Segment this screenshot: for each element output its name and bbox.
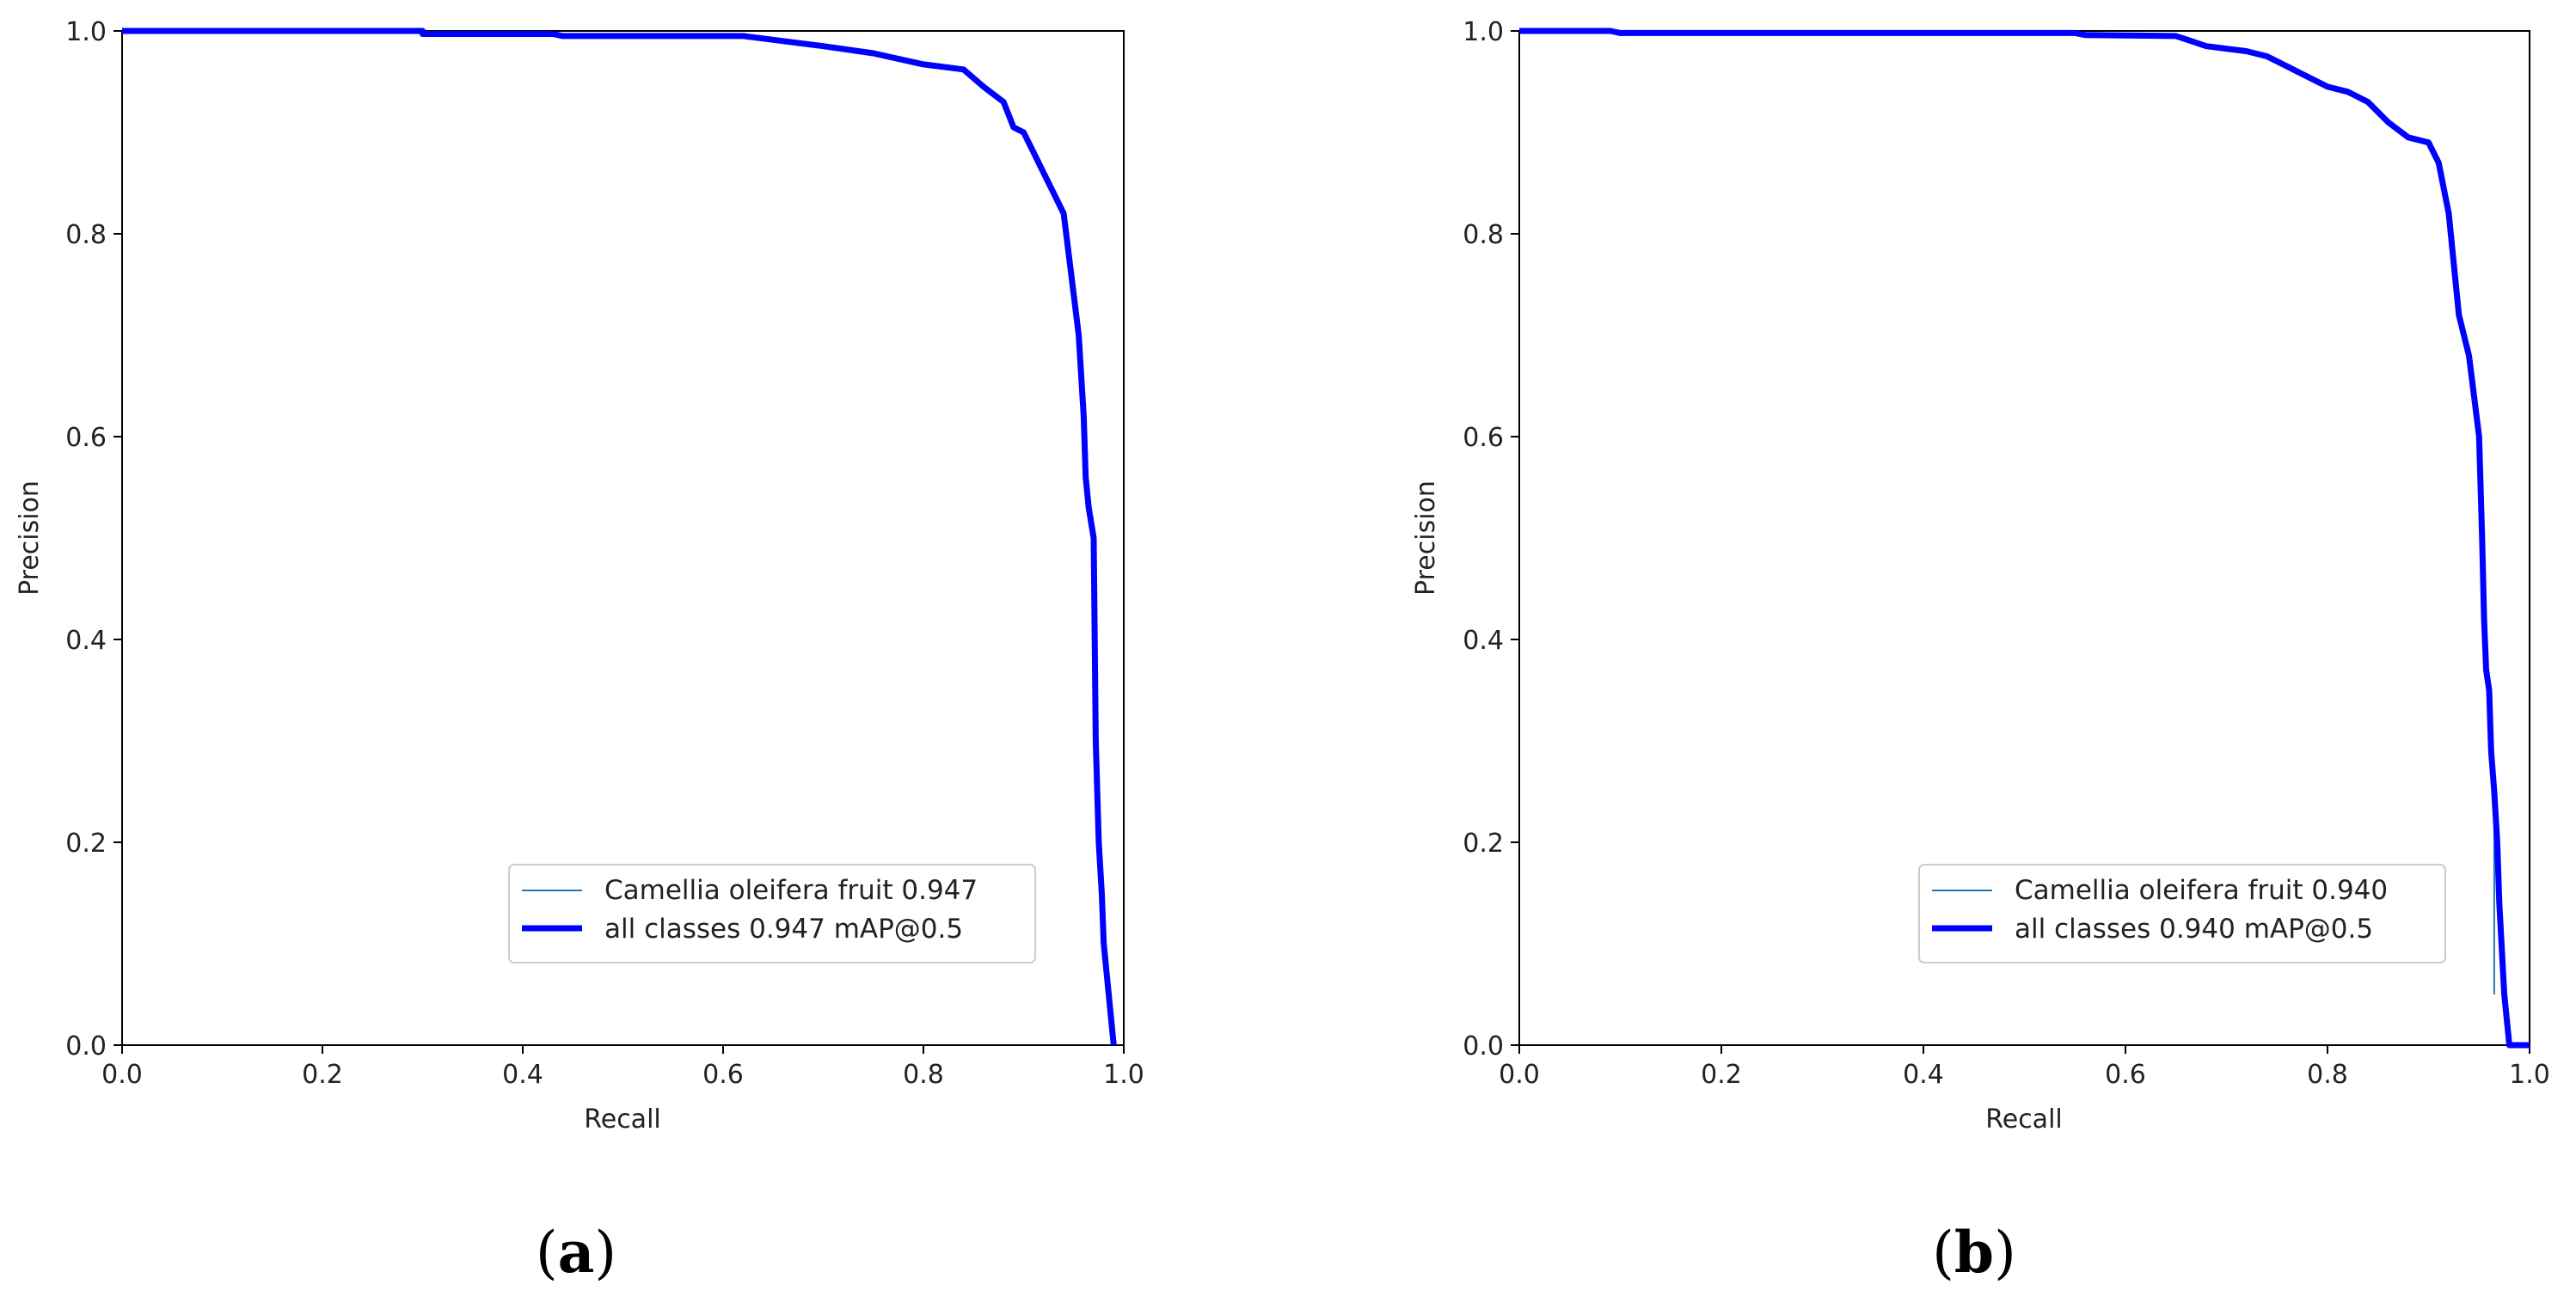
panel-label-b: (b)	[1932, 1219, 2016, 1286]
x-tick-label: 0.4	[502, 1060, 543, 1090]
x-tick-label: 0.2	[302, 1060, 343, 1090]
panel-label-a: (a)	[536, 1219, 616, 1286]
x-tick-label: 0.6	[702, 1060, 744, 1090]
x-tick-label: 0.6	[2105, 1060, 2146, 1090]
y-tick-label: 1.0	[65, 17, 107, 47]
legend: Camellia oleifera fruit 0.947 all classe…	[508, 864, 1036, 963]
x-tick-label: 0.8	[903, 1060, 944, 1090]
legend-label-class: Camellia oleifera fruit 0.940	[2015, 875, 2388, 906]
chart-panel-b: 0.0 0.2 0.4 0.6 0.8 1.0 0.0 0.2 0.4 0.6 0.8 1.0 Rec…	[1411, 17, 2550, 1286]
panel-label-a-letter: a	[558, 1219, 595, 1286]
legend-label-class: Camellia oleifera fruit 0.947	[604, 875, 978, 906]
curve-group	[1519, 28, 2530, 1049]
y-tick-label: 0.8	[1463, 220, 1504, 250]
y-tick-label: 0.4	[1463, 626, 1504, 656]
x-axis-label: Recall	[584, 1104, 661, 1135]
y-tick-label: 0.8	[65, 220, 107, 250]
y-tick-label: 0.0	[65, 1031, 107, 1061]
legend-box	[1918, 864, 2446, 963]
x-tick-label: 0.8	[2307, 1060, 2348, 1090]
y-axis-label: Precision	[15, 480, 45, 596]
x-axis-label: Recall	[1985, 1104, 2063, 1135]
y-tick-label: 1.0	[1463, 17, 1504, 47]
x-tick-label: 0.0	[101, 1060, 143, 1090]
curve-group	[122, 28, 1117, 1046]
y-tick-label: 0.6	[1463, 423, 1504, 453]
y-tick-label: 0.2	[1463, 829, 1504, 859]
y-tick-label: 0.4	[65, 626, 107, 656]
legend-label-all: all classes 0.940 mAP@0.5	[2015, 914, 2373, 945]
legend-box	[508, 864, 1036, 963]
x-tick-label: 1.0	[2509, 1060, 2550, 1090]
legend: Camellia oleifera fruit 0.940 all classe…	[1918, 864, 2446, 963]
series-line-all-classes	[122, 28, 1117, 1046]
x-tick-label: 0.2	[1701, 1060, 1742, 1090]
tick-group: 0.0 0.2 0.4 0.6 0.8 1.0 0.0 0.2 0.4 0.6 0.8 1.0	[65, 17, 1144, 1090]
y-axis-label: Precision	[1411, 480, 1441, 596]
chart-panel-a: 0.0 0.2 0.4 0.6 0.8 1.0 0.0 0.2 0.4 0.6 0.8 1.0 Rec…	[15, 17, 1144, 1286]
legend-label-all: all classes 0.947 mAP@0.5	[604, 914, 963, 945]
y-tick-label: 0.6	[65, 423, 107, 453]
x-tick-label: 0.0	[1499, 1060, 1540, 1090]
tick-group: 0.0 0.2 0.4 0.6 0.8 1.0 0.0 0.2 0.4 0.6 0.8 1.0	[1463, 17, 2550, 1090]
series-line-all-classes	[1519, 28, 2530, 1049]
x-tick-label: 1.0	[1103, 1060, 1144, 1090]
panel-label-b-letter: b	[1954, 1219, 1994, 1286]
x-tick-label: 0.4	[1903, 1060, 1944, 1090]
y-tick-label: 0.2	[65, 829, 107, 859]
y-tick-label: 0.0	[1463, 1031, 1504, 1061]
